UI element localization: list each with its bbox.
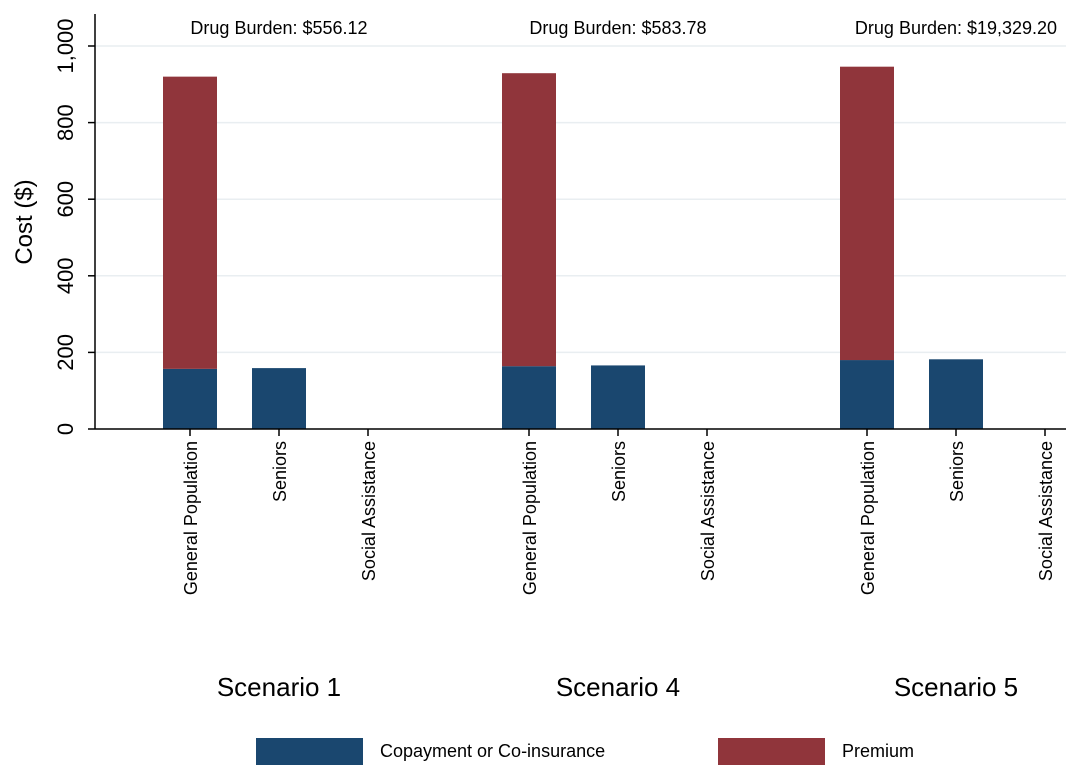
y-tick-label: 1,000 — [53, 18, 78, 73]
legend-label: Copayment or Co-insurance — [380, 741, 605, 761]
y-tick-label: 800 — [53, 104, 78, 141]
drug-burden-label: Drug Burden: $583.78 — [529, 18, 706, 38]
category-label: General Population — [858, 441, 878, 595]
drug-burden-label: Drug Burden: $19,329.20 — [855, 18, 1057, 38]
category-label: Social Assistance — [698, 441, 718, 581]
category-label: Seniors — [609, 441, 629, 502]
bar-copayment-or-co-insurance — [591, 365, 645, 429]
y-axis-title: Cost ($) — [11, 179, 38, 264]
category-label: Seniors — [270, 441, 290, 502]
group-labels: Scenario 1 Scenario 4 Scenario 5 — [217, 672, 1018, 702]
bars — [163, 66, 983, 429]
legend-label: Premium — [842, 741, 914, 761]
category-label: Seniors — [947, 441, 967, 502]
category-label: Social Assistance — [1036, 441, 1056, 581]
bar-premium — [163, 76, 217, 369]
bar-premium — [502, 73, 556, 367]
group-label: Scenario 5 — [894, 672, 1018, 702]
y-tick-label: 400 — [53, 257, 78, 294]
category-labels: General Population Seniors Social Assistan… — [181, 429, 1056, 595]
legend-swatch — [256, 738, 363, 765]
bar-premium — [840, 66, 894, 361]
group-label: Scenario 4 — [556, 672, 680, 702]
y-tick-label: 200 — [53, 334, 78, 371]
bar-copayment-or-co-insurance — [502, 366, 556, 429]
bar-copayment-or-co-insurance — [252, 368, 306, 429]
bar-copayment-or-co-insurance — [840, 360, 894, 429]
y-tick-label: 600 — [53, 181, 78, 218]
legend: Copayment or Co-insurance Premium — [256, 738, 914, 765]
category-label: General Population — [181, 441, 201, 595]
bar-copayment-or-co-insurance — [163, 368, 217, 429]
category-label: General Population — [520, 441, 540, 595]
group-label: Scenario 1 — [217, 672, 341, 702]
legend-swatch — [718, 738, 825, 765]
drug-burden-annotations: Drug Burden: $556.12 Drug Burden: $583.78… — [190, 18, 1057, 38]
gridlines — [95, 45, 1066, 354]
y-axis: 0 200 400 600 800 1,000 — [53, 18, 95, 435]
bar-copayment-or-co-insurance — [929, 359, 983, 429]
category-label: Social Assistance — [359, 441, 379, 581]
y-tick-label: 0 — [53, 423, 78, 435]
drug-burden-label: Drug Burden: $556.12 — [190, 18, 367, 38]
